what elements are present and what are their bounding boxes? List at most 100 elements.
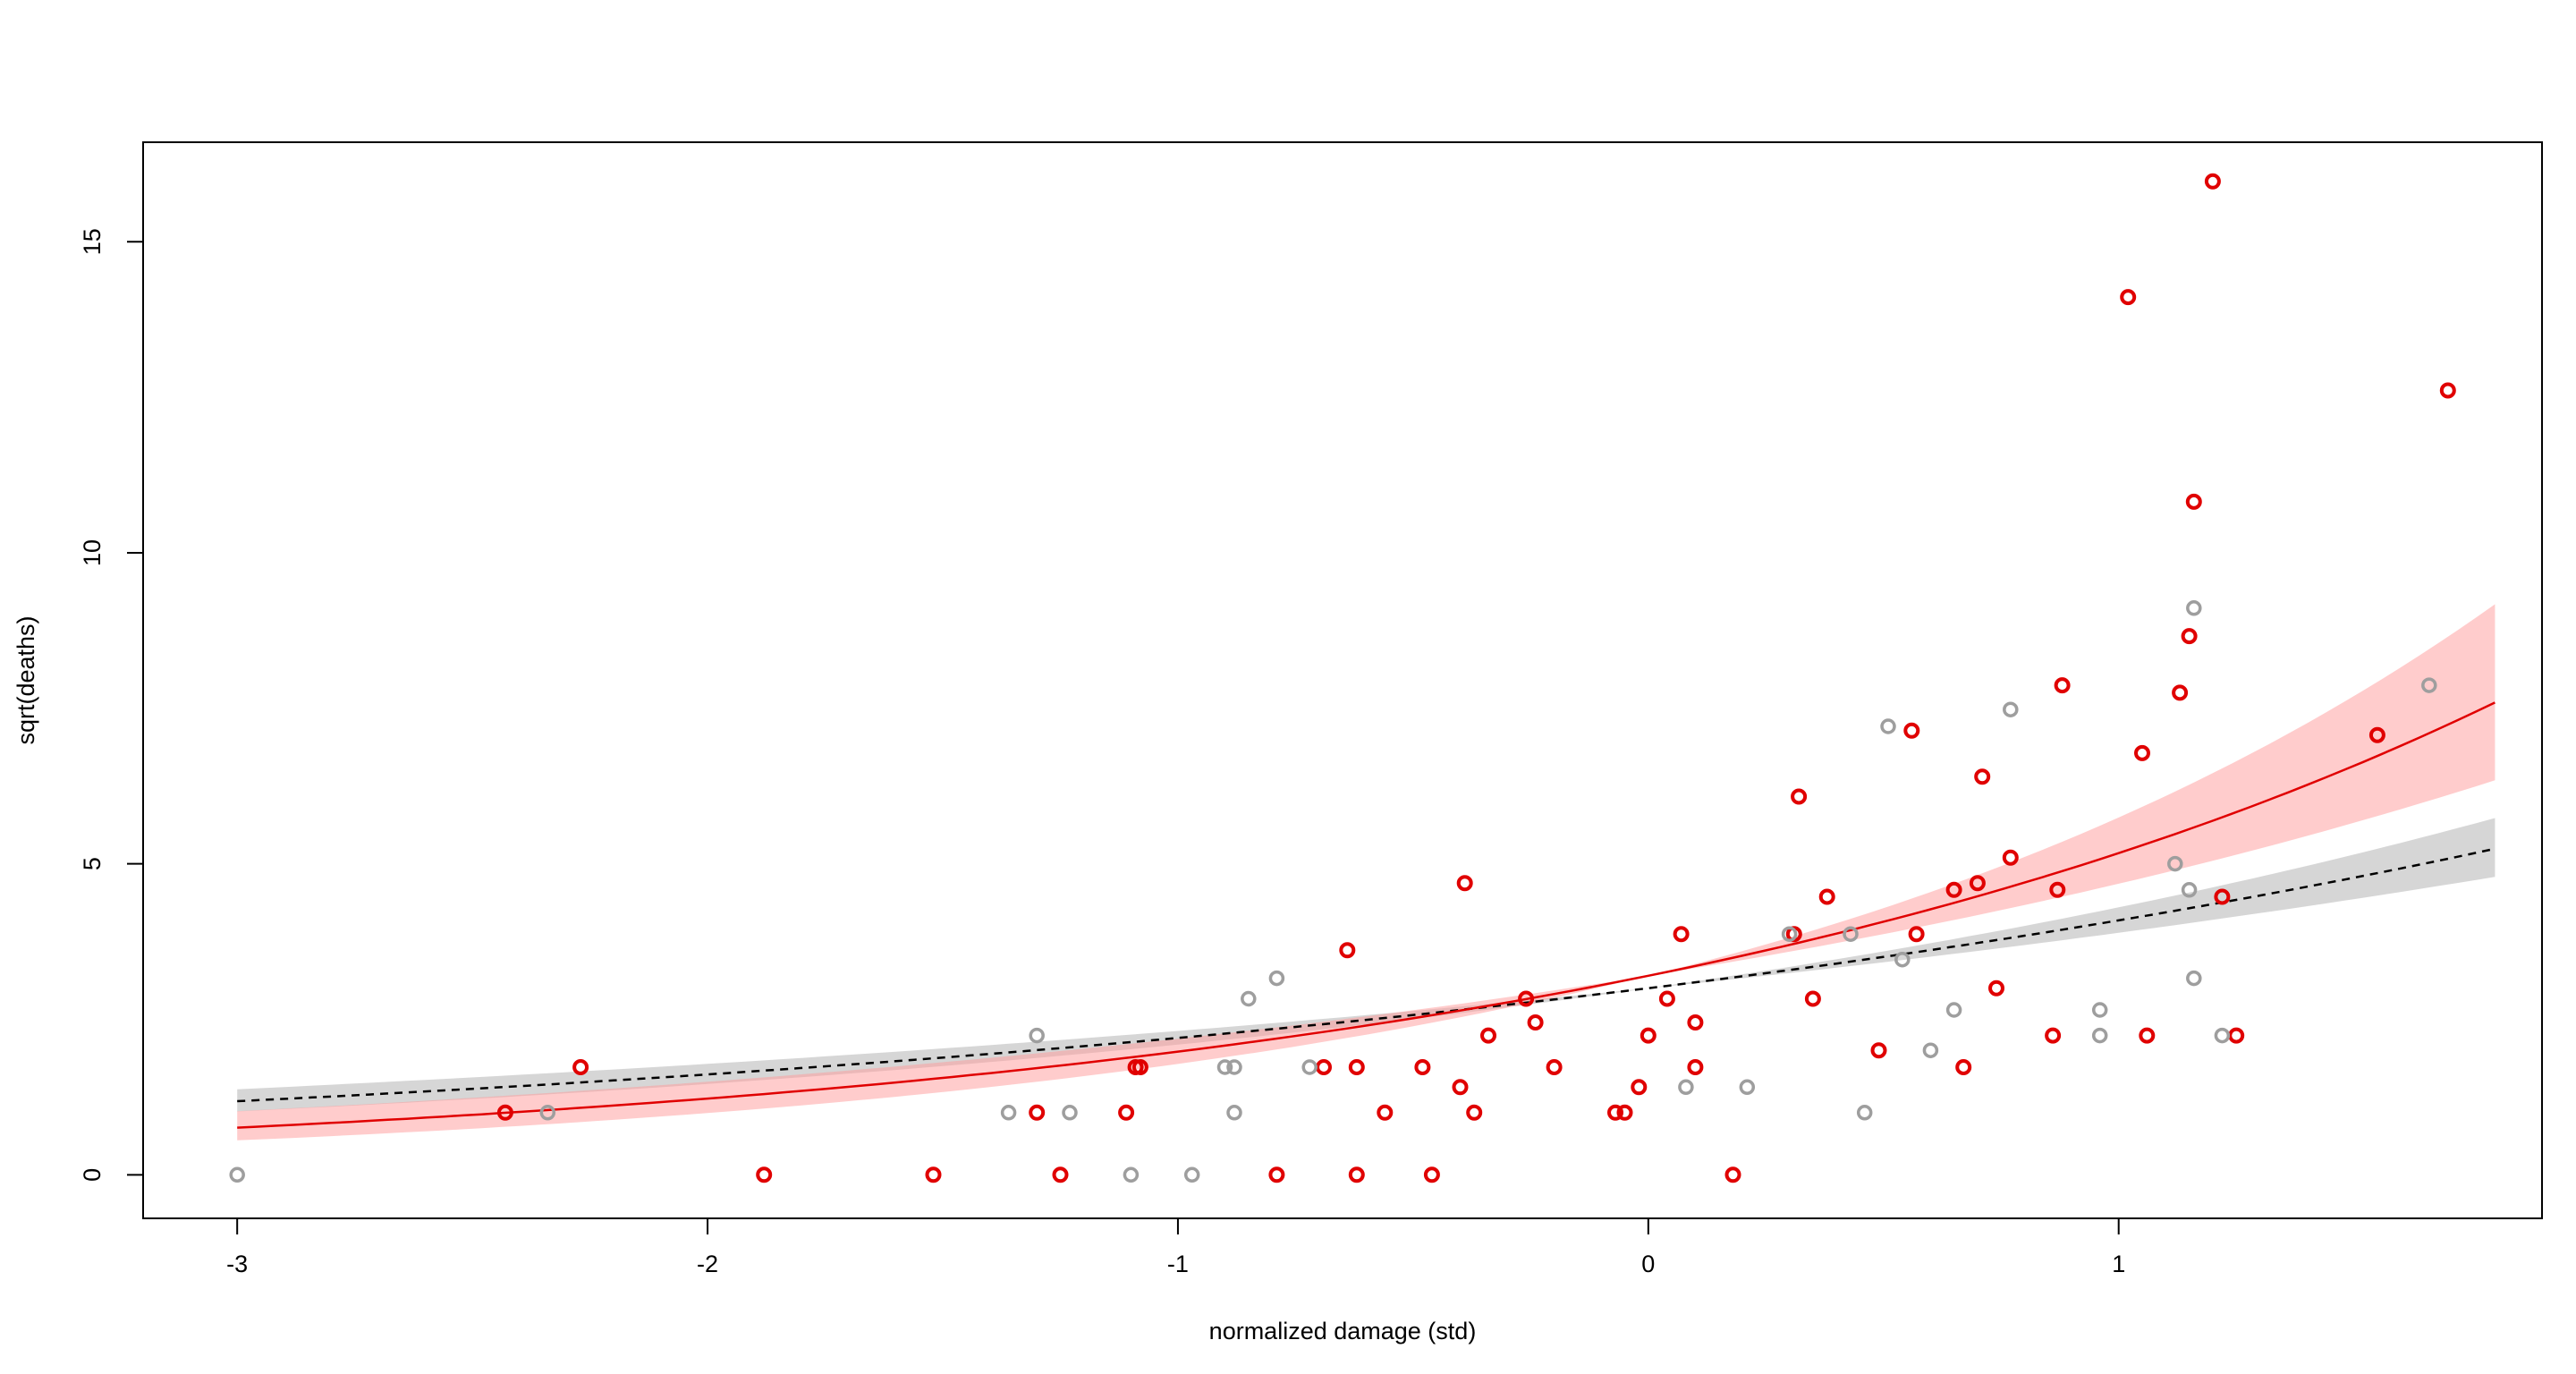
x-tick-label: -3	[226, 1251, 248, 1277]
x-tick-label: 1	[2112, 1251, 2125, 1277]
gray-data-point	[1894, 951, 1911, 968]
red-data-point	[2139, 1027, 2156, 1044]
red-data-point	[496, 1104, 513, 1121]
gray-data-point	[229, 1166, 245, 1183]
red-data-point	[1673, 926, 1690, 943]
plot-frame	[142, 141, 2543, 1219]
data-points	[229, 173, 2456, 1183]
red-data-point	[1988, 980, 2004, 997]
gray-data-point	[1062, 1105, 1078, 1121]
red-data-point	[1348, 1059, 1365, 1075]
red-data-point	[1945, 881, 1962, 898]
gray-data-point	[1226, 1059, 1242, 1075]
red-data-point	[2181, 628, 2198, 645]
red-data-point	[1616, 1104, 1633, 1121]
red-data-point	[1518, 990, 1535, 1007]
red-data-point	[1527, 1014, 1544, 1030]
x-axis: -3 -2 -1 0 1	[226, 1217, 2125, 1277]
gray-data-point	[1216, 1059, 1233, 1075]
red-data-point	[1974, 768, 1991, 785]
fit-lines	[237, 701, 2496, 1129]
gray-data-point	[2181, 882, 2198, 898]
red-data-point	[1969, 875, 1986, 892]
gray-data-point	[1301, 1059, 1318, 1075]
red-data-point	[2204, 173, 2221, 190]
gray-data-point	[1678, 1079, 1694, 1096]
gray-data-point	[2421, 677, 2437, 693]
red-data-point	[1052, 1166, 1069, 1183]
gray-data-point	[2167, 855, 2183, 872]
red-data-point	[1724, 1166, 1741, 1183]
gray-data-point	[2091, 1002, 2108, 1018]
red-data-point	[2368, 726, 2385, 743]
gray-data-point	[1945, 1002, 1962, 1018]
x-axis-label: normalized damage (std)	[1209, 1318, 1477, 1344]
red-data-point	[1640, 1027, 1657, 1044]
red-data-point	[1804, 990, 1821, 1007]
red-data-point	[1687, 1059, 1704, 1075]
gray-data-point	[2091, 1027, 2108, 1044]
red-data-point	[925, 1166, 942, 1183]
gray-data-point	[1739, 1079, 1756, 1096]
red-data-point	[1687, 1014, 1704, 1030]
gray-data-point	[1856, 1105, 1873, 1121]
black-dashed-fit-line	[237, 847, 2496, 1103]
gray-data-point	[1922, 1042, 1939, 1058]
red-data-point	[1348, 1166, 1365, 1183]
red-data-point	[2228, 1027, 2245, 1044]
red-data-point	[1631, 1079, 1648, 1096]
red-data-point	[1480, 1027, 1496, 1044]
confidence-bands	[237, 604, 2496, 1141]
red-data-point	[2002, 849, 2019, 866]
gray-data-point	[2214, 1027, 2231, 1044]
gray-data-point	[1843, 926, 1859, 942]
red-data-point	[1818, 888, 1835, 905]
gray-data-point	[2003, 701, 2019, 717]
gray-data-point	[2186, 600, 2202, 616]
gray-data-point	[1880, 718, 1896, 734]
y-axis: 0 5 10 15	[79, 228, 144, 1182]
x-tick-label: -2	[697, 1251, 718, 1277]
red-data-point	[2214, 888, 2231, 905]
y-axis-label: sqrt(deaths)	[13, 615, 39, 744]
red-data-point	[1131, 1059, 1148, 1075]
red-data-point	[1456, 875, 1473, 892]
gray-data-point	[1029, 1027, 1045, 1044]
red-data-point	[1658, 990, 1675, 1007]
red-data-point	[2054, 677, 2071, 694]
red-data-point	[1268, 1166, 1285, 1183]
red-data-point	[2172, 684, 2189, 701]
gray-data-point	[1123, 1166, 1140, 1183]
red-data-point	[1791, 788, 1808, 805]
red-confidence-band	[237, 604, 2496, 1141]
red-data-point	[1955, 1059, 1972, 1075]
red-data-point	[2134, 744, 2150, 761]
red-data-point	[1029, 1104, 1046, 1121]
red-data-point	[1414, 1059, 1431, 1075]
red-data-point	[1377, 1104, 1394, 1121]
y-tick-label: 10	[79, 539, 106, 566]
y-tick-label: 15	[79, 228, 106, 255]
red-data-point	[2045, 1027, 2062, 1044]
red-data-point	[1546, 1059, 1563, 1075]
red-data-point	[2185, 493, 2202, 510]
red-data-point	[1903, 722, 1920, 739]
gray-data-point	[539, 1105, 556, 1121]
red-data-point	[572, 1059, 589, 1075]
red-data-point	[1452, 1079, 1469, 1096]
red-data-point	[1466, 1104, 1483, 1121]
x-tick-label: -1	[1167, 1251, 1189, 1277]
gray-data-point	[1781, 926, 1798, 942]
red-data-point	[2049, 881, 2066, 898]
red-data-point	[1316, 1059, 1332, 1075]
red-data-point	[1607, 1104, 1623, 1121]
red-data-point	[1870, 1042, 1887, 1059]
gray-data-point	[1000, 1105, 1017, 1121]
gray-data-point	[1241, 990, 1257, 1007]
red-data-point	[1908, 926, 1925, 943]
red-data-point	[756, 1166, 773, 1183]
red-data-point	[1118, 1104, 1135, 1121]
red-data-point	[1339, 942, 1356, 959]
red-data-point	[2120, 289, 2137, 306]
